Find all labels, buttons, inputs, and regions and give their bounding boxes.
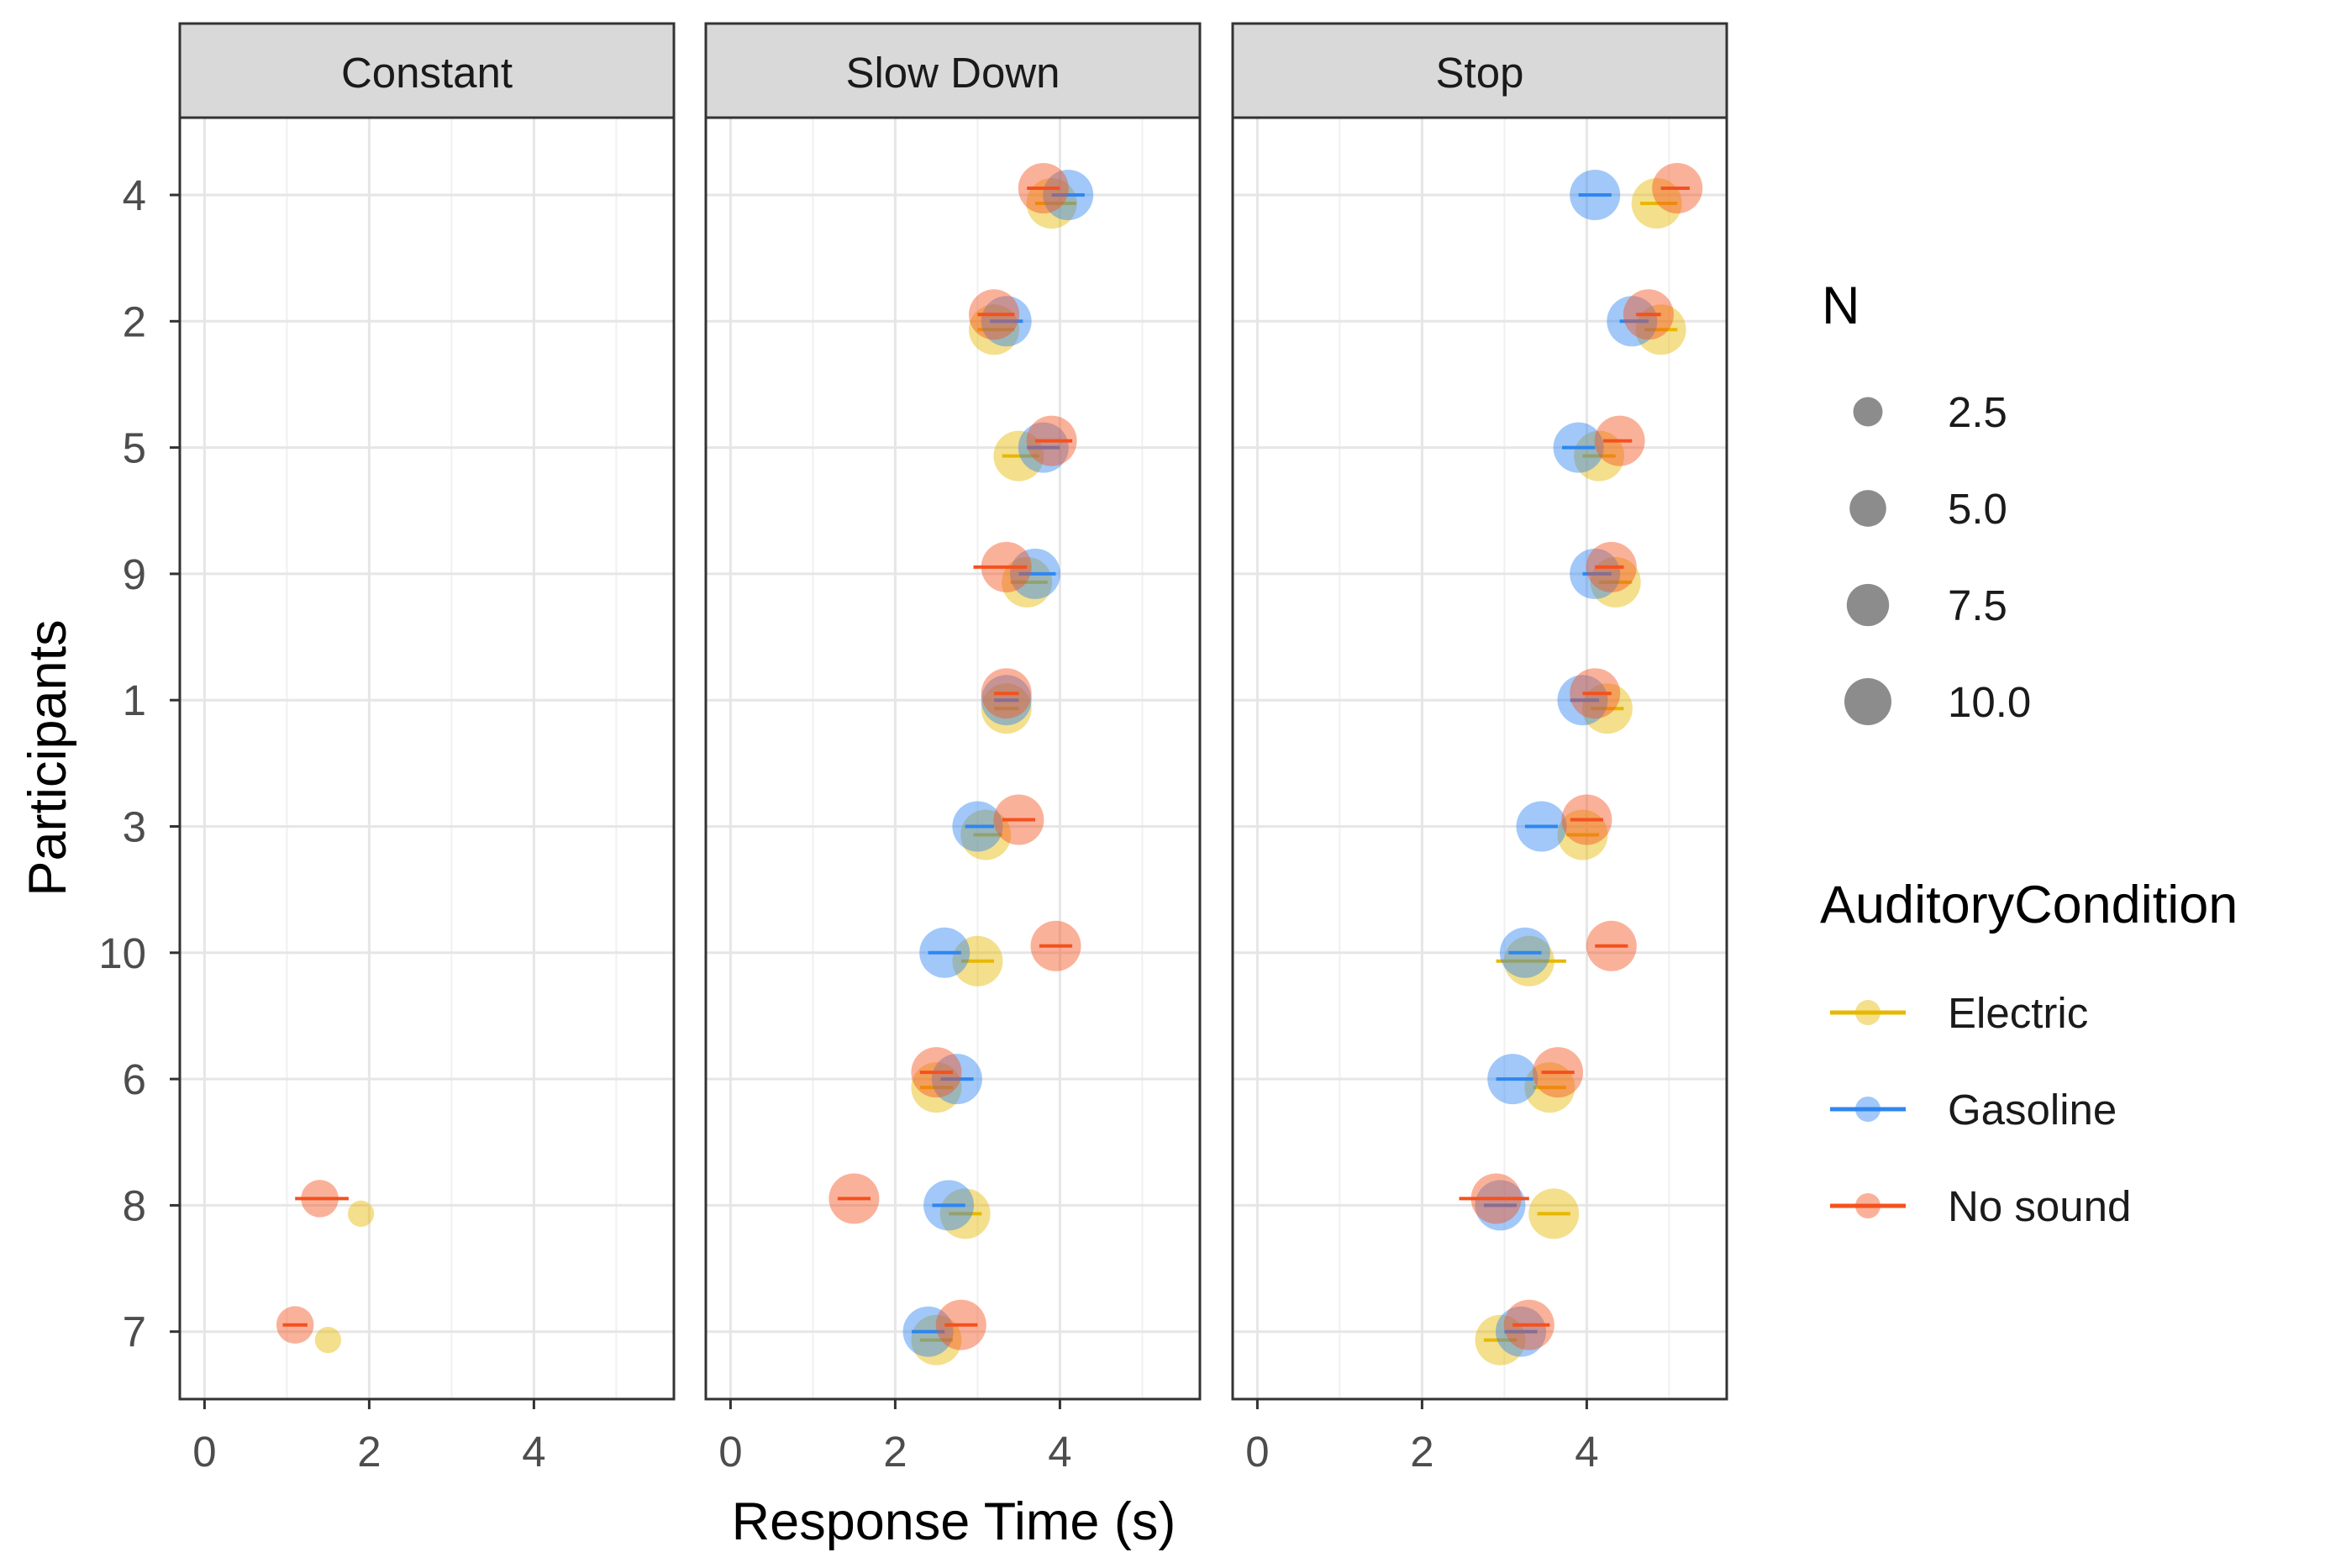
y-tick-label: 6	[123, 1055, 146, 1103]
y-tick-label: 1	[123, 676, 146, 724]
size-legend-label: 2.5	[1948, 388, 2007, 436]
panel-background	[180, 118, 674, 1399]
size-legend-key	[1849, 490, 1886, 527]
panels: Constant 0 2 4 Slow Down 0 2 4 Stop 0 2 4	[178, 22, 1728, 1476]
strip-constant	[178, 22, 676, 119]
y-tick-label: 5	[123, 424, 146, 472]
strip-label: Slow Down	[845, 49, 1060, 97]
point-electric-p8	[347, 1200, 375, 1228]
strip-label: Stop	[1436, 49, 1524, 97]
x-tick-label: 2	[1410, 1428, 1433, 1476]
color-legend: AuditoryCondition Electric Gasoline No sou…	[1820, 876, 2238, 1230]
y-tick-label: 7	[123, 1308, 146, 1356]
panel-slow-down: Slow Down 0 2 4	[704, 22, 1202, 1476]
point-electric-p7	[314, 1327, 342, 1354]
y-tick-label: 2	[123, 297, 146, 345]
x-tick-label: 4	[1575, 1428, 1598, 1476]
x-tick-label: 0	[718, 1428, 742, 1476]
x-tick-label: 0	[192, 1428, 216, 1476]
color-legend-title: AuditoryCondition	[1820, 876, 2238, 934]
x-tick-label: 2	[883, 1428, 907, 1476]
color-legend-label: Electric	[1948, 989, 2088, 1037]
x-tick-label: 4	[1048, 1428, 1071, 1476]
color-legend-key	[1855, 1000, 1881, 1025]
panel-border	[704, 116, 1202, 1401]
size-legend-key	[1853, 397, 1883, 427]
y-tick-label: 10	[98, 929, 146, 977]
size-legend-label: 10.0	[1948, 678, 2031, 726]
x-tick-label: 4	[522, 1428, 545, 1476]
data-marks	[276, 1180, 375, 1354]
panel-stop: Stop 0 2 4	[1231, 22, 1728, 1476]
y-tick-label: 4	[123, 171, 146, 219]
y-axis-title: Participants	[18, 619, 77, 896]
x-tick-label: 0	[1245, 1428, 1269, 1476]
size-legend-key	[1846, 583, 1890, 627]
y-tick-label: 3	[123, 803, 146, 851]
panel-background	[706, 118, 1200, 1399]
size-legend: N 2.5 5.0 7.5 10.0	[1822, 276, 2031, 726]
x-axis-title: Response Time (s)	[732, 1492, 1176, 1551]
panel-border	[1231, 116, 1728, 1401]
x-tick-label: 2	[357, 1428, 381, 1476]
y-tick-label: 9	[123, 550, 146, 598]
size-legend-label: 7.5	[1948, 581, 2007, 629]
size-legend-label: 5.0	[1948, 485, 2007, 533]
size-legend-title: N	[1822, 276, 1860, 335]
data-marks	[828, 163, 1094, 1365]
color-legend-label: Gasoline	[1948, 1086, 2117, 1134]
strip-label: Constant	[341, 49, 513, 97]
size-legend-key	[1844, 678, 1891, 725]
panel-constant: Constant 0 2 4	[178, 22, 676, 1476]
data-marks	[1459, 163, 1703, 1365]
color-legend-key	[1855, 1097, 1881, 1122]
color-legend-key	[1855, 1193, 1881, 1218]
panel-border	[178, 116, 676, 1401]
y-tick-label: 8	[123, 1181, 146, 1229]
color-legend-label: No sound	[1948, 1182, 2131, 1230]
strip-slow-down	[704, 22, 1202, 119]
